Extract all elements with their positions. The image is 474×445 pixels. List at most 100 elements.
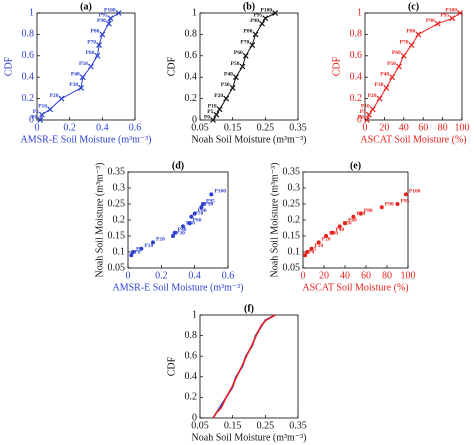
x-tick-label: 40 <box>340 270 350 281</box>
point-label: P50 <box>343 221 352 227</box>
point <box>337 224 342 229</box>
point-label: P90 <box>250 18 259 24</box>
point-label: P5 <box>360 109 366 115</box>
x-marker <box>272 10 279 16</box>
point-label: P60 <box>348 217 357 223</box>
y-tick-label: 0.2 <box>113 214 126 225</box>
y-tick-label: 1 <box>29 7 34 18</box>
x-tick-label: 0.35 <box>289 122 307 133</box>
y-tick-label: 0.2 <box>185 392 198 403</box>
panel-title: (a) <box>80 1 92 12</box>
point-label: P10 <box>361 104 370 110</box>
y-tick-label: 0.35 <box>283 166 301 177</box>
point-label: P70 <box>400 39 409 45</box>
y-tick-label: 0.05 <box>283 262 301 273</box>
x-marker <box>105 20 112 27</box>
point-label: P5 <box>33 109 39 115</box>
x-marker <box>249 42 256 49</box>
panel: (e) 0 20 40 60 80 100 0.05 0.1 0.15 0.2 0.25 0.3 0.35… <box>269 160 420 293</box>
x-marker <box>364 117 370 123</box>
point-label: P40 <box>178 227 187 233</box>
y-tick-label: 0.8 <box>185 330 198 341</box>
point <box>189 214 194 219</box>
point-label: P10 <box>314 243 323 249</box>
x-axis-label: ASCAT Soil Moisture (%) <box>360 134 466 145</box>
x-tick-label: 0.25 <box>257 122 275 133</box>
y-tick-label: 0.4 <box>22 71 35 82</box>
y-tick-label: 0.1 <box>288 246 301 257</box>
x-axis-label: Noah Soil Moisture (m³m⁻³) <box>192 134 307 145</box>
point <box>139 246 144 251</box>
point-label: P5 <box>310 246 316 252</box>
x-marker <box>233 74 239 81</box>
x-marker <box>457 10 463 16</box>
x-tick-label: 0.15 <box>224 122 242 133</box>
point-label: P70 <box>240 39 249 45</box>
y-tick-label: 0.25 <box>283 198 301 209</box>
point-label: P20 <box>322 237 331 243</box>
x-marker <box>38 111 45 118</box>
x-tick-label: 0.6 <box>222 270 235 281</box>
point <box>171 234 175 238</box>
y-tick-label: 0.8 <box>350 29 363 40</box>
x-marker <box>37 117 44 123</box>
x-tick-label: 0 <box>35 122 40 133</box>
panel-title: (b) <box>243 1 255 12</box>
x-tick-label: 0.35 <box>289 420 307 431</box>
point-label: P90 <box>426 18 435 24</box>
point-label: P70 <box>87 39 96 45</box>
point <box>172 230 177 235</box>
y-tick-label: 0.4 <box>350 71 363 82</box>
panel-title: (c) <box>408 1 419 12</box>
point <box>324 234 329 238</box>
cdf-line <box>212 314 276 419</box>
point-label: P95 <box>253 13 262 19</box>
point-label: P95 <box>401 198 410 204</box>
x-tick-label: 0.25 <box>257 420 275 431</box>
point-label: P80 <box>90 29 99 35</box>
y-tick-label: 0.8 <box>185 29 198 40</box>
x-tick-label: 60 <box>361 270 371 281</box>
y-tick-label: 0.3 <box>113 182 126 193</box>
y-tick-label: 0.2 <box>288 214 301 225</box>
y-tick-label: 0 <box>192 114 197 125</box>
y-tick-label: 0 <box>357 114 362 125</box>
y-tick-label: 0.05 <box>108 262 126 273</box>
x-marker <box>78 84 85 91</box>
point-label: P0 <box>134 249 140 255</box>
point-label: P0 <box>31 114 37 120</box>
y-tick-label: 0.2 <box>22 93 35 104</box>
x-axis-label: AMSR-E Soil Moisture (m³m⁻³) <box>20 134 151 145</box>
x-tick-label: 0 <box>126 270 131 281</box>
point-label: P30 <box>69 82 78 88</box>
y-tick-label: 0 <box>29 114 34 125</box>
x-marker <box>262 15 269 22</box>
y-axis-label: CDF <box>3 56 14 76</box>
point-label: P95 <box>206 198 215 204</box>
point-label: P0 <box>204 114 210 120</box>
point-label: P50 <box>231 61 240 67</box>
x-tick-label: 0.2 <box>63 122 76 133</box>
x-tick-label: 0.2 <box>155 270 168 281</box>
point-label: P95 <box>440 13 449 19</box>
y-tick-label: 0.15 <box>283 230 301 241</box>
point <box>187 221 192 226</box>
x-tick-label: 0.05 <box>191 420 209 431</box>
point-label: P30 <box>374 82 383 88</box>
x-marker <box>369 106 376 113</box>
x-marker <box>94 52 101 59</box>
x-marker <box>239 63 246 70</box>
point <box>395 202 400 206</box>
point <box>305 250 310 254</box>
x-tick-label: 80 <box>438 122 448 133</box>
panel: (b) 0.05 0.15 0.25 0.35 0 0.2 0.4 0.6 0.8 1 Noah So… <box>166 1 306 145</box>
point-label: P60 <box>234 50 243 56</box>
x-tick-label: 0.6 <box>129 122 142 133</box>
y-tick-label: 0.2 <box>350 93 363 104</box>
x-axis-label: Noah Soil Moisture (m³m⁻³) <box>192 432 307 443</box>
x-tick-label: 0 <box>301 270 306 281</box>
x-marker <box>87 63 94 70</box>
y-tick-label: 0.35 <box>108 166 126 177</box>
y-tick-label: 1 <box>192 7 197 18</box>
point-label: P90 <box>97 18 106 24</box>
